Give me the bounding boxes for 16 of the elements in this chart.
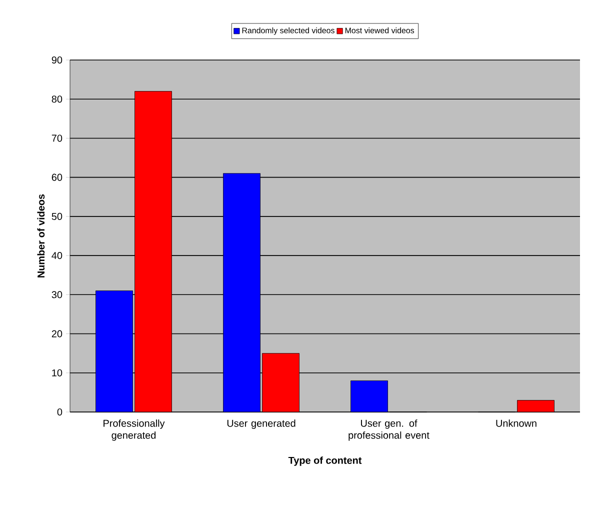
x-tick-label: User generated — [227, 420, 296, 429]
y-tick-label: 50 — [52, 212, 62, 220]
x-tick-label: User gen. of professional event — [348, 419, 430, 441]
y-tick-label: 30 — [52, 291, 62, 298]
x-tick-label: Unknown — [496, 420, 536, 427]
y-tick-label: 90 — [52, 56, 62, 64]
y-tick-label: 0 — [57, 408, 62, 416]
y-tick-label: 20 — [52, 330, 62, 338]
y-tick-label: 80 — [52, 96, 62, 103]
y-tick-label: 40 — [52, 252, 62, 260]
x-axis-title: Type of content — [288, 456, 362, 466]
y-tick-label: 60 — [52, 174, 62, 181]
x-tick-label: Professionally generated — [104, 420, 165, 441]
y-axis-title: Number of videos — [37, 194, 45, 278]
y-tick-label: 10 — [52, 369, 62, 376]
y-tick-label: 70 — [52, 134, 62, 142]
